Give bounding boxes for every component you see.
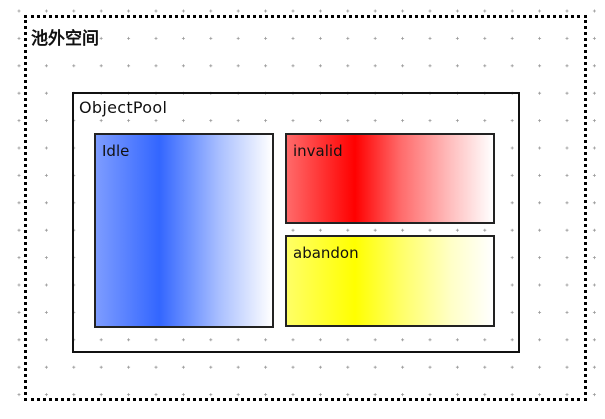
abandon-label: abandon — [293, 244, 359, 262]
object-pool-label: ObjectPool — [79, 98, 168, 117]
outer-space-label: 池外空间 — [31, 29, 99, 49]
object-pool-box — [72, 92, 520, 353]
outer-space-region — [24, 15, 587, 401]
invalid-label: invalid — [293, 142, 343, 160]
invalid-state-box: invalid — [285, 133, 495, 224]
abandon-state-box: abandon — [285, 235, 495, 327]
idle-state-box: Idle — [94, 133, 274, 328]
idle-label: Idle — [102, 142, 130, 160]
